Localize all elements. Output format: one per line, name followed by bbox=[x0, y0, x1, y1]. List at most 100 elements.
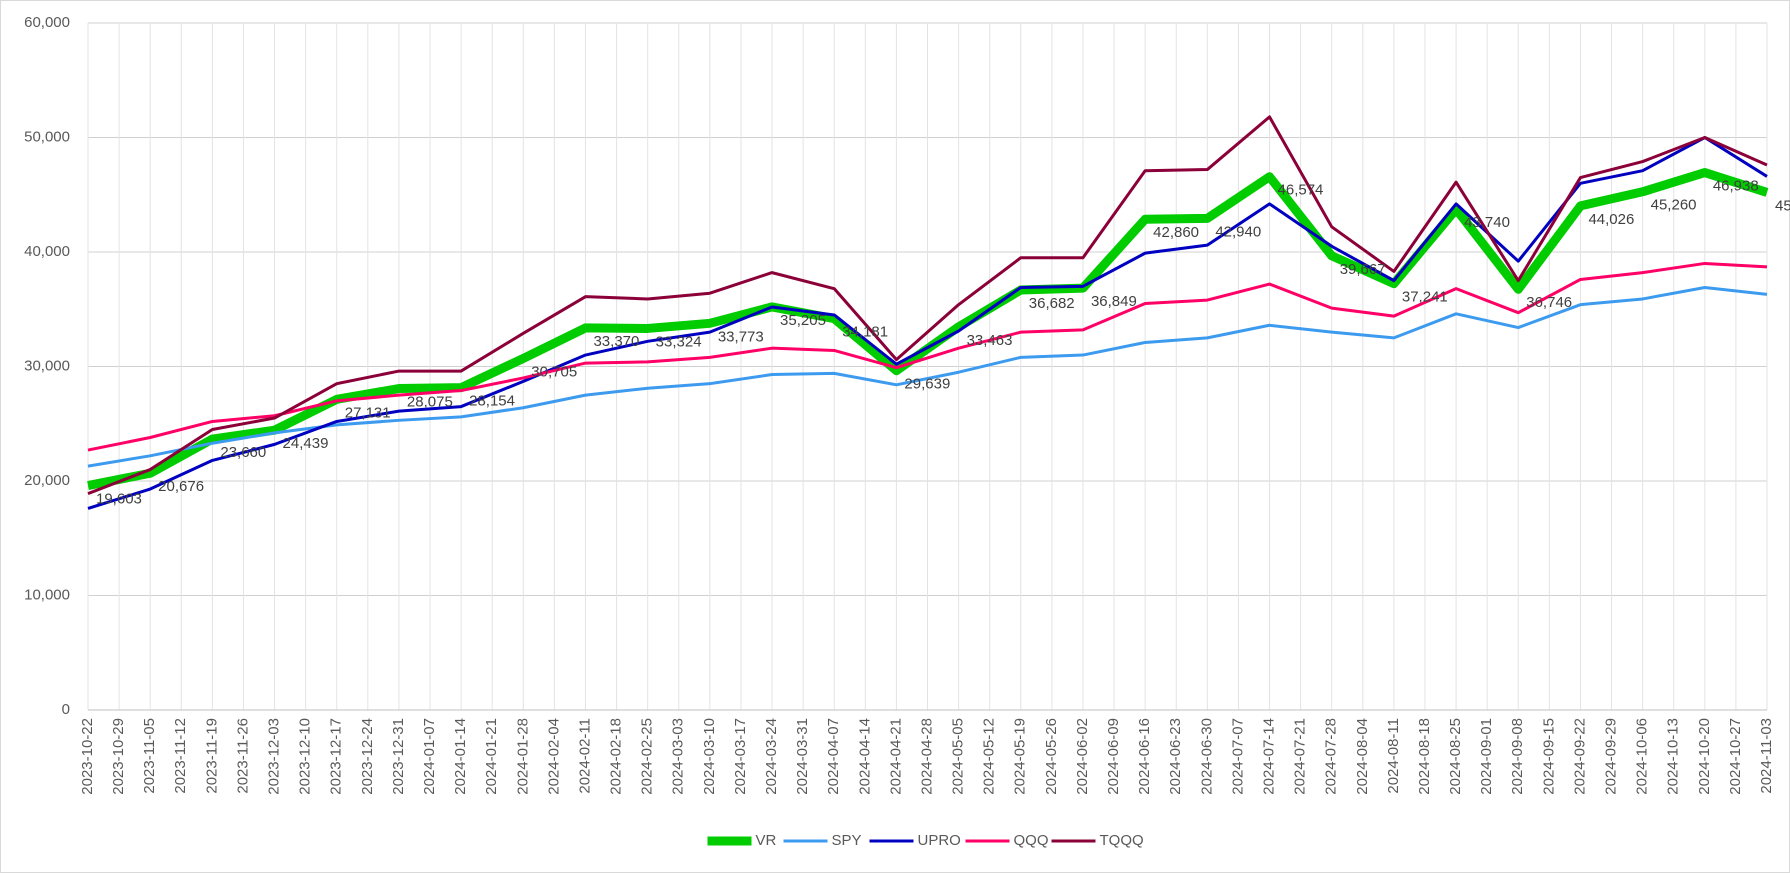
x-tick-label: 2024-07-07 bbox=[1229, 718, 1246, 795]
x-tick-label: 2024-10-06 bbox=[1634, 718, 1651, 795]
data-label: 34,181 bbox=[842, 324, 888, 341]
data-label: 46,938 bbox=[1713, 178, 1759, 195]
y-tick-label: 50,000 bbox=[24, 128, 70, 145]
data-label: 42,860 bbox=[1153, 224, 1199, 241]
data-label: 24,439 bbox=[283, 435, 329, 452]
x-tick-label: 2024-04-21 bbox=[887, 718, 904, 795]
x-tick-label: 2023-11-26 bbox=[234, 718, 251, 794]
data-label: 39,667 bbox=[1340, 261, 1386, 278]
x-tick-label: 2023-11-05 bbox=[141, 718, 158, 794]
data-label: 46,574 bbox=[1278, 182, 1324, 199]
x-tick-label: 2024-08-25 bbox=[1447, 718, 1464, 795]
data-label: 33,463 bbox=[967, 332, 1013, 349]
data-label: 36,849 bbox=[1091, 293, 1137, 310]
data-label: 23,660 bbox=[220, 444, 266, 461]
y-tick-label: 0 bbox=[62, 701, 70, 718]
x-tick-label: 2024-01-14 bbox=[452, 718, 469, 795]
legend-label: UPRO bbox=[918, 832, 961, 849]
x-tick-label: 2023-12-24 bbox=[359, 718, 376, 795]
data-label: 44,026 bbox=[1588, 211, 1634, 228]
data-label: 45,260 bbox=[1651, 197, 1697, 214]
x-tick-label: 2024-02-04 bbox=[545, 718, 562, 795]
y-tick-label: 40,000 bbox=[24, 243, 70, 260]
x-tick-label: 2024-11-03 bbox=[1758, 718, 1775, 794]
data-label: 33,773 bbox=[718, 328, 764, 345]
x-tick-label: 2024-06-09 bbox=[1105, 718, 1122, 795]
x-tick-label: 2024-05-12 bbox=[981, 718, 998, 795]
legend-label: SPY bbox=[832, 832, 862, 849]
x-tick-label: 2024-01-28 bbox=[514, 718, 531, 795]
x-tick-label: 2024-10-13 bbox=[1665, 718, 1682, 795]
data-label: 42,940 bbox=[1215, 223, 1261, 240]
x-tick-label: 2024-02-18 bbox=[608, 718, 625, 795]
data-label: 28,075 bbox=[407, 394, 453, 411]
data-label: 19,603 bbox=[96, 491, 142, 508]
x-tick-label: 2024-07-28 bbox=[1323, 718, 1340, 795]
x-tick-label: 2024-01-21 bbox=[483, 718, 500, 795]
x-tick-label: 2024-09-01 bbox=[1478, 718, 1495, 795]
x-tick-label: 2024-09-22 bbox=[1571, 718, 1588, 795]
x-tick-label: 2024-08-04 bbox=[1354, 718, 1371, 795]
legend-label: TQQQ bbox=[1100, 832, 1144, 849]
x-tick-label: 2024-07-14 bbox=[1260, 718, 1277, 795]
data-label: 37,241 bbox=[1402, 289, 1448, 306]
data-label: 43,740 bbox=[1464, 214, 1510, 231]
x-tick-label: 2024-04-14 bbox=[856, 718, 873, 795]
x-tick-label: 2024-04-07 bbox=[825, 718, 842, 795]
data-label: 30,705 bbox=[531, 363, 577, 380]
series-line bbox=[87, 115, 1768, 495]
x-tick-label: 2024-09-08 bbox=[1509, 718, 1526, 795]
x-tick-label: 2024-05-26 bbox=[1043, 718, 1060, 795]
data-label: 36,682 bbox=[1029, 295, 1075, 312]
legend-label: VR bbox=[756, 832, 777, 849]
x-tick-label: 2024-08-11 bbox=[1385, 718, 1402, 794]
x-tick-label: 2024-04-28 bbox=[918, 718, 935, 795]
x-tick-label: 2024-07-21 bbox=[1292, 718, 1309, 795]
x-tick-label: 2023-12-10 bbox=[297, 718, 314, 795]
x-tick-label: 2023-10-22 bbox=[79, 718, 96, 795]
data-label: 20,676 bbox=[158, 478, 204, 495]
x-tick-label: 2023-12-03 bbox=[266, 718, 283, 795]
x-tick-label: 2024-05-19 bbox=[1012, 718, 1029, 795]
y-tick-label: 10,000 bbox=[24, 586, 70, 603]
x-tick-label: 2023-12-31 bbox=[390, 718, 407, 795]
data-label: 27,131 bbox=[345, 404, 391, 421]
data-label: 35,205 bbox=[780, 312, 826, 329]
x-tick-label: 2024-06-16 bbox=[1136, 718, 1153, 795]
x-tick-label: 2024-10-27 bbox=[1727, 718, 1744, 795]
x-tick-label: 2024-10-20 bbox=[1696, 718, 1713, 795]
legend-label: QQQ bbox=[1014, 832, 1049, 849]
x-tick-label: 2024-08-18 bbox=[1416, 718, 1433, 795]
x-tick-label: 2024-03-03 bbox=[670, 718, 687, 795]
x-tick-label: 2024-03-17 bbox=[732, 718, 749, 795]
x-tick-label: 2023-10-29 bbox=[110, 718, 127, 795]
legend: VR SPY UPRO QQQ TQQQ bbox=[707, 832, 1144, 849]
x-tick-label: 2024-02-25 bbox=[639, 718, 656, 795]
data-label: 45,204 bbox=[1775, 197, 1790, 214]
series-line bbox=[87, 285, 1768, 468]
y-tick-label: 20,000 bbox=[24, 472, 70, 489]
x-tick-label: 2023-11-12 bbox=[172, 718, 189, 794]
x-tick-label: 2024-05-05 bbox=[950, 718, 967, 795]
x-tick-label: 2024-06-02 bbox=[1074, 718, 1091, 795]
x-tick-label: 2024-06-23 bbox=[1167, 718, 1184, 795]
x-tick-label: 2023-12-17 bbox=[328, 718, 345, 795]
data-label: 33,324 bbox=[656, 333, 702, 350]
series-line bbox=[87, 261, 1768, 452]
data-label: 33,370 bbox=[593, 333, 639, 350]
x-tick-label: 2024-02-11 bbox=[576, 718, 593, 794]
x-tick-label: 2024-06-30 bbox=[1198, 718, 1215, 795]
x-tick-label: 2024-09-29 bbox=[1603, 718, 1620, 795]
x-tick-label: 2024-03-31 bbox=[794, 718, 811, 795]
y-tick-label: 30,000 bbox=[24, 357, 70, 374]
data-label: 28,154 bbox=[469, 393, 515, 410]
data-label: 29,639 bbox=[904, 376, 950, 393]
x-tick-label: 2024-03-10 bbox=[701, 718, 718, 795]
x-tick-label: 2023-11-19 bbox=[203, 718, 220, 794]
data-label: 36,746 bbox=[1526, 294, 1572, 311]
x-tick-label: 2024-01-07 bbox=[421, 718, 438, 795]
y-tick-label: 60,000 bbox=[24, 14, 70, 31]
x-tick-label: 2024-03-24 bbox=[763, 718, 780, 795]
